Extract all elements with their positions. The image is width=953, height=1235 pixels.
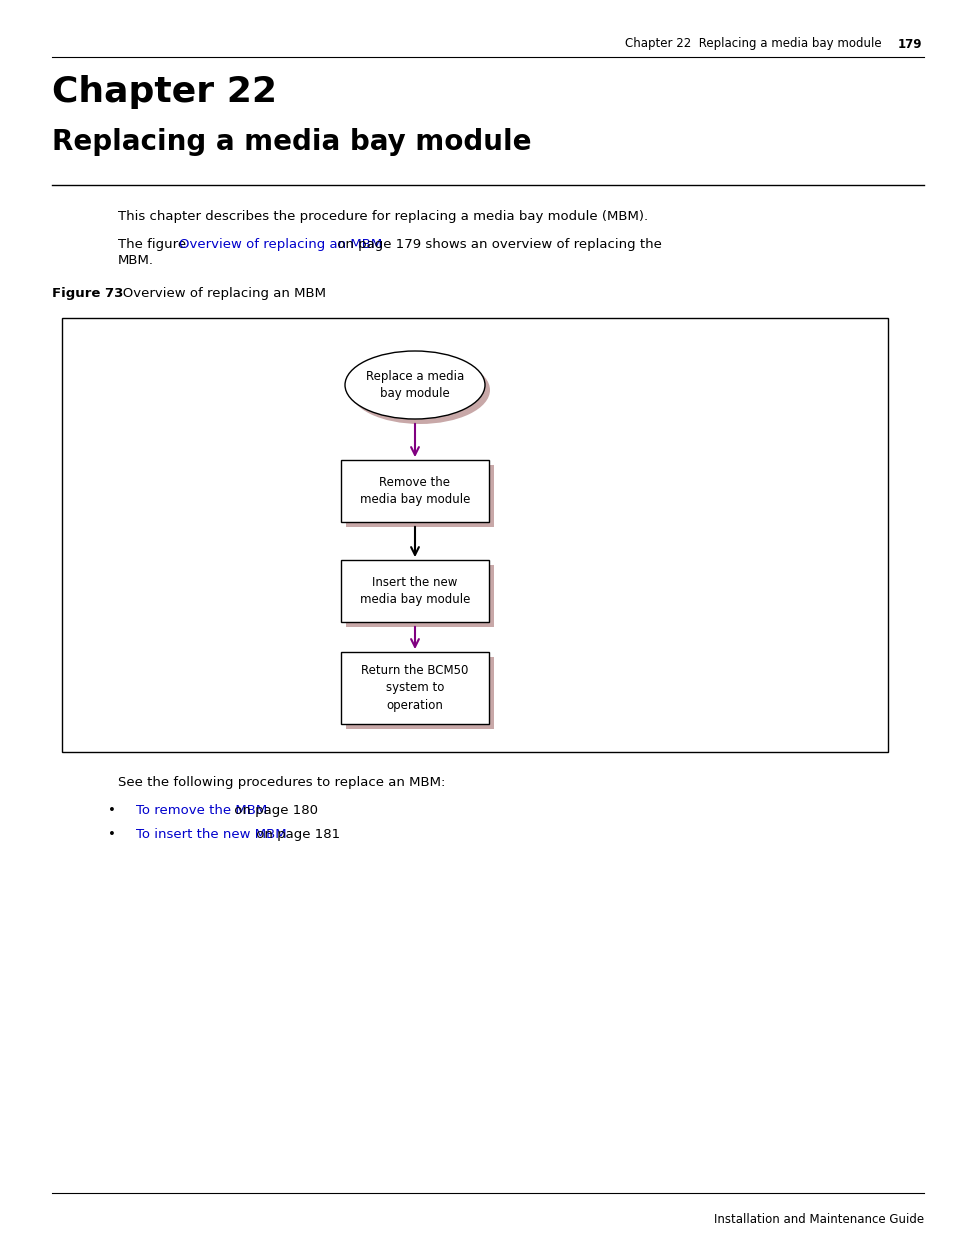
- Text: Insert the new
media bay module: Insert the new media bay module: [359, 576, 470, 606]
- Text: Return the BCM50
system to
operation: Return the BCM50 system to operation: [361, 664, 468, 711]
- Ellipse shape: [345, 351, 484, 419]
- Text: Chapter 22: Chapter 22: [52, 75, 276, 109]
- Text: on page 180: on page 180: [230, 804, 317, 818]
- Text: To remove the MBM: To remove the MBM: [136, 804, 267, 818]
- Text: •: •: [108, 804, 115, 818]
- Text: Installation and Maintenance Guide: Installation and Maintenance Guide: [713, 1213, 923, 1226]
- Bar: [346, 657, 494, 729]
- Text: Overview of replacing an MBM: Overview of replacing an MBM: [178, 238, 381, 251]
- Text: Overview of replacing an MBM: Overview of replacing an MBM: [110, 287, 326, 300]
- Bar: [346, 466, 494, 527]
- Text: 179: 179: [897, 37, 921, 51]
- Text: •: •: [108, 827, 115, 841]
- Text: Chapter 22  Replacing a media bay module: Chapter 22 Replacing a media bay module: [625, 37, 882, 51]
- Text: This chapter describes the procedure for replacing a media bay module (MBM).: This chapter describes the procedure for…: [118, 210, 647, 224]
- Ellipse shape: [350, 356, 490, 424]
- Text: Figure 73: Figure 73: [52, 287, 123, 300]
- Text: To insert the new MBM: To insert the new MBM: [136, 827, 286, 841]
- Bar: [62, 317, 887, 752]
- Bar: [346, 564, 494, 627]
- Text: Replacing a media bay module: Replacing a media bay module: [52, 128, 531, 156]
- Text: on page 181: on page 181: [252, 827, 339, 841]
- Text: The figure: The figure: [118, 238, 191, 251]
- Bar: [340, 559, 489, 622]
- Text: Replace a media
bay module: Replace a media bay module: [366, 370, 464, 400]
- Bar: [340, 652, 489, 724]
- Text: on page 179 shows an overview of replacing the: on page 179 shows an overview of replaci…: [333, 238, 661, 251]
- Text: MBM.: MBM.: [118, 254, 153, 267]
- Bar: [340, 459, 489, 522]
- Text: See the following procedures to replace an MBM:: See the following procedures to replace …: [118, 776, 445, 789]
- Text: Remove the
media bay module: Remove the media bay module: [359, 475, 470, 506]
